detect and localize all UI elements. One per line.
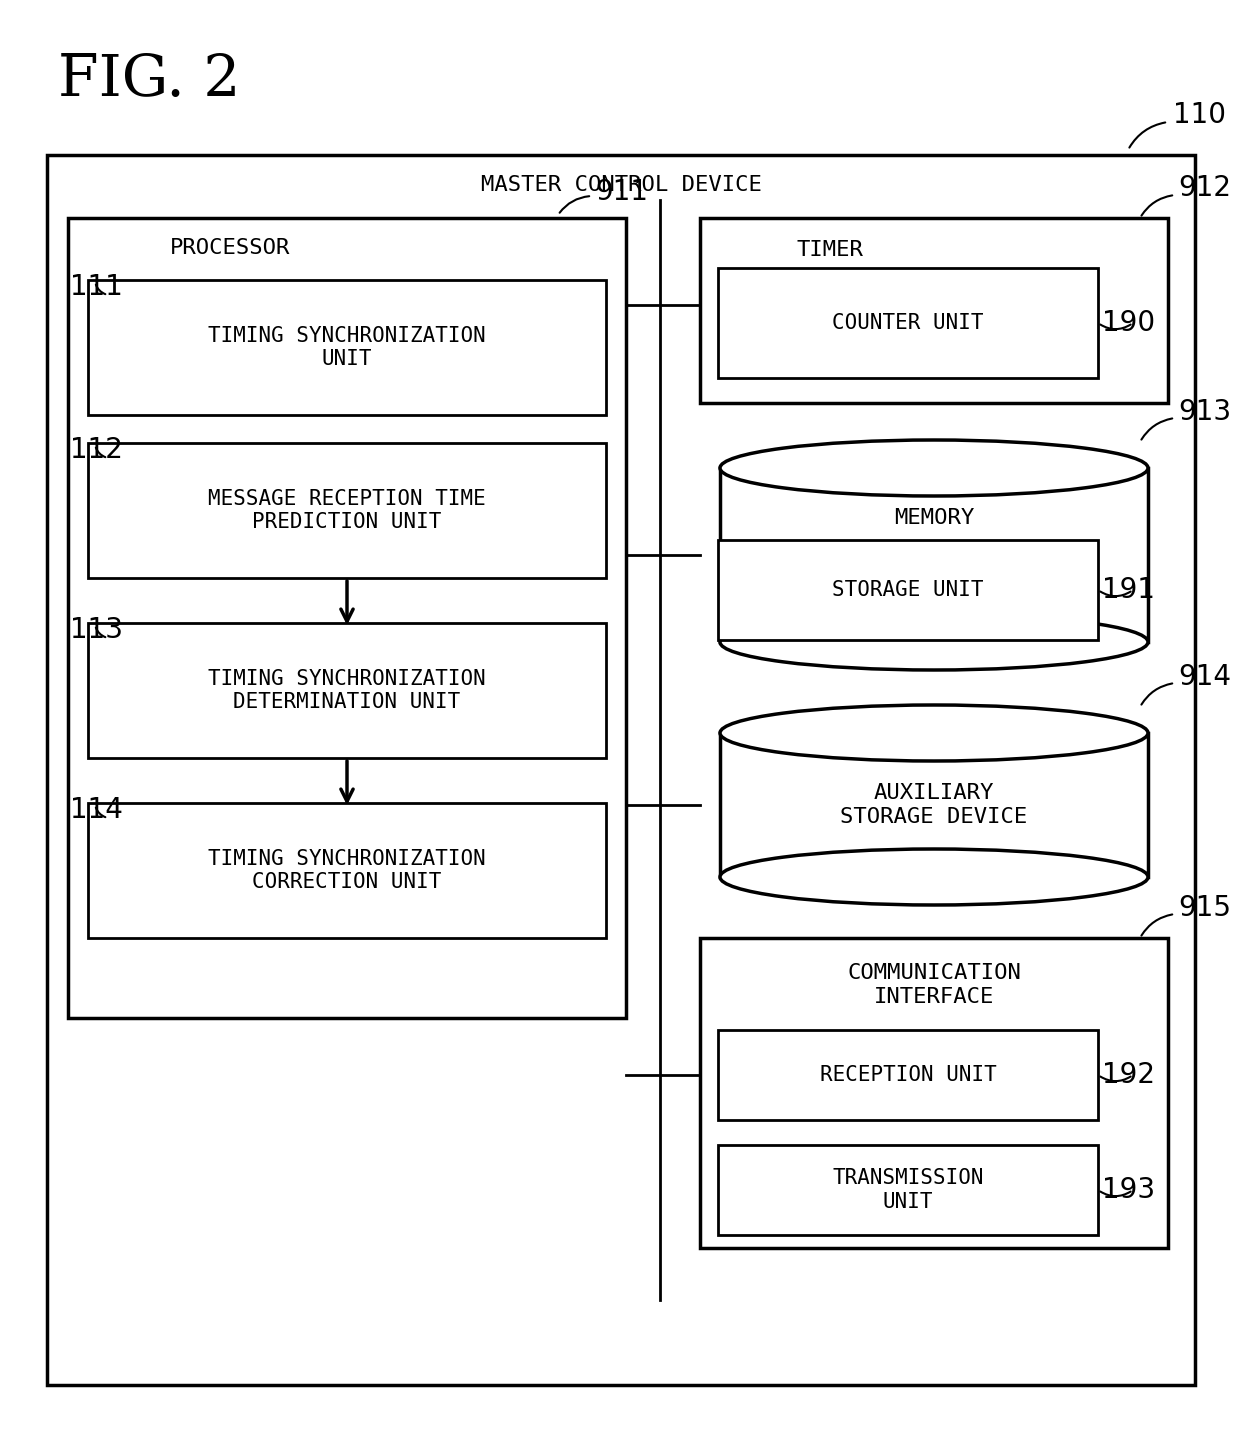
Text: 914: 914 (1178, 662, 1231, 691)
Text: 912: 912 (1178, 174, 1231, 203)
Text: 192: 192 (1102, 1061, 1154, 1089)
Bar (88, 624, 606, 757)
Text: TRANSMISSION
UNIT: TRANSMISSION UNIT (832, 1168, 983, 1211)
Bar (718, 1145, 1097, 1234)
Bar (47, 155, 1195, 1385)
Ellipse shape (720, 440, 1148, 496)
Bar (701, 938, 1168, 1247)
Ellipse shape (720, 706, 1148, 762)
Bar (718, 1030, 1097, 1119)
Bar (88, 443, 606, 578)
Bar (718, 540, 1097, 639)
Bar (88, 280, 606, 415)
Text: RECEPTION UNIT: RECEPTION UNIT (820, 1065, 997, 1085)
Text: TIMING SYNCHRONIZATION
DETERMINATION UNIT: TIMING SYNCHRONIZATION DETERMINATION UNI… (208, 668, 486, 713)
Text: 915: 915 (1178, 894, 1231, 923)
Ellipse shape (720, 849, 1148, 905)
Text: MASTER CONTROL DEVICE: MASTER CONTROL DEVICE (481, 175, 761, 195)
Bar (701, 218, 1168, 402)
Text: 190: 190 (1102, 309, 1156, 338)
Bar (88, 803, 606, 938)
Text: 193: 193 (1102, 1175, 1156, 1204)
Text: FIG. 2: FIG. 2 (58, 52, 241, 108)
Text: COMMUNICATION
INTERFACE: COMMUNICATION INTERFACE (847, 963, 1021, 1006)
Text: 111: 111 (69, 273, 123, 300)
Bar (718, 267, 1097, 378)
Text: TIMING SYNCHRONIZATION
CORRECTION UNIT: TIMING SYNCHRONIZATION CORRECTION UNIT (208, 849, 486, 892)
Bar (720, 733, 1148, 877)
Text: 911: 911 (595, 178, 649, 205)
Text: 110: 110 (1173, 101, 1226, 129)
Text: MEMORY: MEMORY (894, 509, 975, 527)
Bar (68, 218, 626, 1017)
Text: TIMING SYNCHRONIZATION
UNIT: TIMING SYNCHRONIZATION UNIT (208, 326, 486, 369)
Text: 112: 112 (69, 435, 123, 464)
Text: MESSAGE RECEPTION TIME
PREDICTION UNIT: MESSAGE RECEPTION TIME PREDICTION UNIT (208, 489, 486, 532)
Text: 114: 114 (69, 796, 123, 823)
Text: AUXILIARY
STORAGE DEVICE: AUXILIARY STORAGE DEVICE (841, 783, 1028, 826)
Text: 113: 113 (69, 616, 123, 644)
Text: COUNTER UNIT: COUNTER UNIT (832, 313, 983, 333)
Text: STORAGE UNIT: STORAGE UNIT (832, 581, 983, 601)
Text: PROCESSOR: PROCESSOR (170, 239, 290, 259)
Text: 913: 913 (1178, 398, 1231, 425)
Ellipse shape (720, 614, 1148, 670)
Bar (720, 468, 1148, 642)
Text: 191: 191 (1102, 576, 1154, 604)
Text: TIMER: TIMER (796, 240, 863, 260)
